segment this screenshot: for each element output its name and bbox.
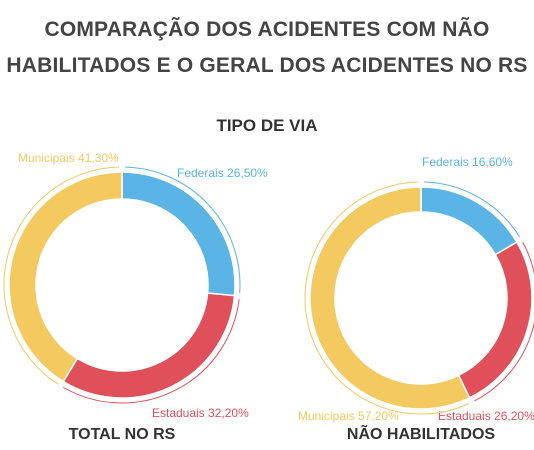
chart-title-line-2: HABILITADOS E O GERAL DOS ACIDENTES NO R… [6,54,528,77]
donut-2-bracket-municipais [304,181,470,415]
donut-1-label-estaduais: Estaduais 32,20% [152,406,249,420]
donut-1-label-municipais: Municipais 41,30% [18,151,119,165]
chart-subtitle: TIPO DE VIA [216,116,318,135]
chart-title-line-1: COMPARAÇÃO DOS ACIDENTES COM NÃO [44,18,490,41]
donut-2-label-federais: Federais 16,60% [422,155,513,169]
chart-caption-total: TOTAL NO RS [68,426,176,443]
chart-caption-nao-habilitados: NÃO HABILITADOS [346,426,496,443]
donut-2-bracket-federais [424,181,521,238]
donut-2-bracket-estaduais [474,241,534,402]
donut-2-slice-federais [420,186,518,256]
donut-1-slice-federais [121,171,236,297]
donut-1-bracket-federais [125,166,241,294]
donut-1-bracket-municipais [3,166,119,385]
donut-2-label-estaduais: Estaduais 26,20% [438,409,534,423]
donut-1-bracket-estaduais [63,299,240,404]
donut-2-label-municipais: Municipais 57,20% [298,409,399,423]
donut-1-slice-municipais [8,171,123,383]
donut-2-slice-municipais [309,186,471,410]
donut-1-label-federais: Federais 26,50% [177,166,268,180]
donut-2-slice-estaduais [457,241,533,399]
donut-1-slice-estaduais [62,292,236,399]
